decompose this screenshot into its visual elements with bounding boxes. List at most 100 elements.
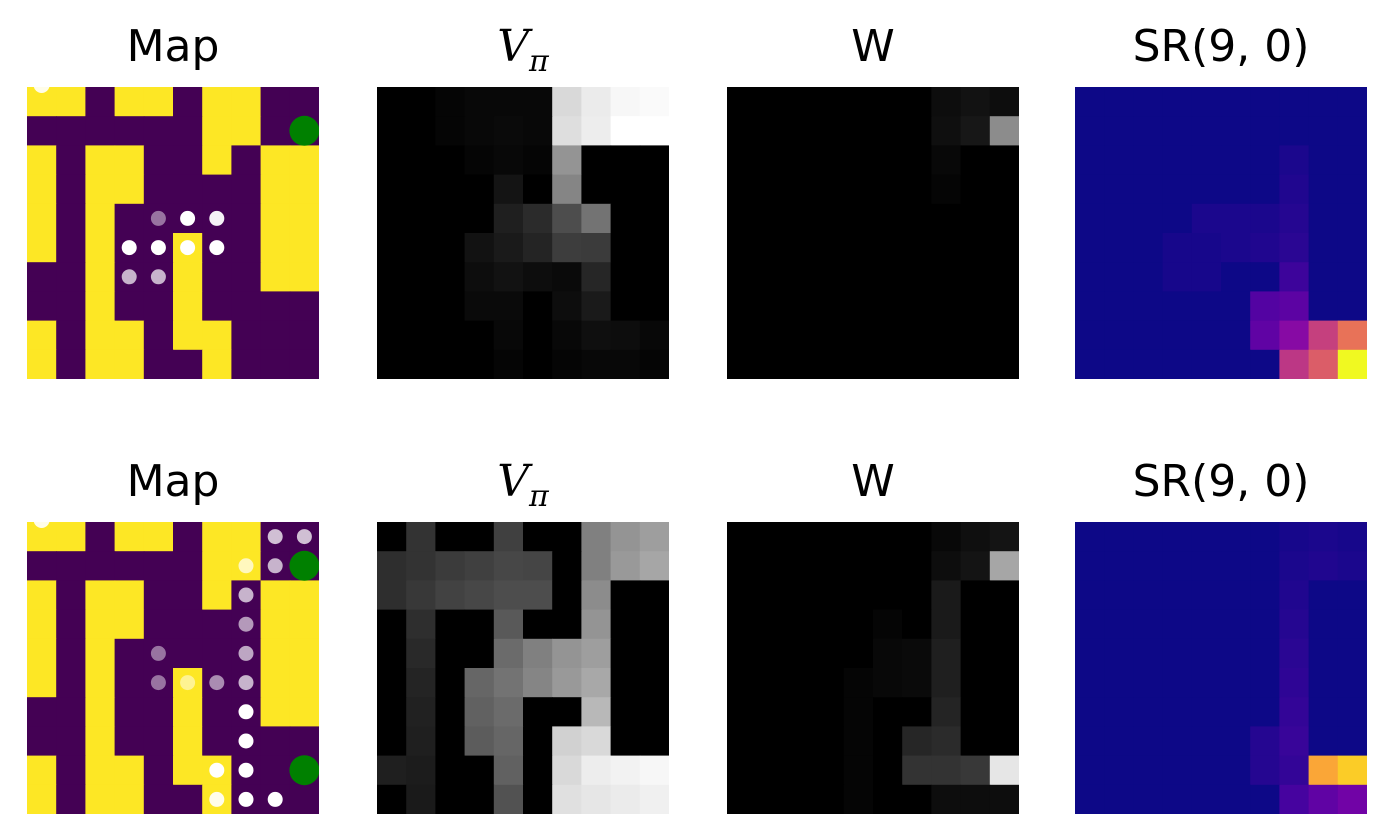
value-cell [610,145,641,176]
value-cell [639,755,669,786]
floor-cell [143,638,174,669]
w-cell [960,291,991,322]
sr-cell [1133,203,1164,234]
sr-cell [1250,262,1280,292]
w-cell [873,145,903,176]
value-cell [406,145,436,176]
wall-cell [27,755,57,786]
sr-cell [1104,203,1134,234]
w-cell [931,203,962,234]
wall-cell [289,203,319,234]
floor-cell [114,726,145,757]
sr-cell [1221,638,1251,669]
floor-cell [114,203,145,234]
w-cell [873,551,903,581]
sr-cell [1104,697,1134,727]
floor-cell [231,174,262,205]
value-cell [464,726,495,757]
value-cell [377,580,407,611]
sr-cell [1250,203,1280,234]
sr-cell [1104,609,1134,640]
value-cell [581,320,612,351]
w-cell [902,116,932,146]
floor-cell [231,262,262,292]
value-cell [639,233,669,263]
trail-dot [238,558,254,574]
sr-cell [1104,551,1134,581]
trail-dot [180,675,196,691]
wall-cell [260,145,291,176]
value-cell [523,87,553,117]
floor-cell [27,116,57,146]
floor-cell [173,116,203,146]
sr-cell [1250,697,1280,727]
floor-cell [143,697,174,727]
value-cell [377,522,407,552]
floor-cell [114,638,145,669]
w-cell [756,697,786,727]
floor-cell [289,320,319,351]
value-cell [523,784,553,814]
w-cell [814,551,845,581]
start-marker [33,522,50,528]
sr-panel-row2 [1075,522,1367,814]
wall-cell [114,522,145,552]
sr-cell [1308,203,1339,234]
wall-cell [260,638,291,669]
floor-cell [85,116,116,146]
sr-cell [1104,262,1134,292]
sr-cell [1221,784,1251,814]
wall-cell [27,638,57,669]
floor-cell [173,638,203,669]
w-cell [843,784,874,814]
floor-cell [143,174,174,205]
value-cell [610,174,641,205]
value-cell [464,203,495,234]
value-cell [406,291,436,322]
w-cell [756,580,786,611]
w-cell [931,291,962,322]
floor-cell [56,668,86,698]
floor-cell [202,697,232,727]
value-cell [377,668,407,698]
w-cell [873,233,903,263]
floor-cell [143,320,174,351]
sr-title-row1: SR(9, 0) [1132,21,1310,72]
value-cell [639,522,669,552]
value-cell [523,349,553,379]
value-cell [406,784,436,814]
value-cell [523,145,553,176]
w-cell [989,203,1019,234]
sr-cell [1337,233,1367,263]
value-cell [435,522,466,552]
map-panel-row2 [27,522,319,814]
w-cell [843,726,874,757]
w-cell [960,145,991,176]
trail-dot [150,645,166,661]
sr-cell [1308,87,1339,117]
wall-cell [260,697,291,727]
value-cell [552,145,582,176]
sr-cell [1221,87,1251,117]
sr-cell [1133,262,1164,292]
value-cell [493,87,524,117]
value-cell [464,638,495,669]
value-cell [493,203,524,234]
value-cell [435,784,466,814]
wall-cell [85,233,116,263]
wall-cell [85,203,116,234]
w-cell [931,349,962,379]
wall-cell [173,697,203,727]
trail-dot [209,210,225,226]
sr-cell [1221,291,1251,322]
trail-dot [238,645,254,661]
w-cell [727,174,757,205]
w-cell [727,145,757,176]
floor-cell [202,262,232,292]
w-cell [960,522,991,552]
value-cell [464,145,495,176]
w-cell [756,116,786,146]
w-cell [960,668,991,698]
floor-cell [143,291,174,322]
value-cell [435,580,466,611]
